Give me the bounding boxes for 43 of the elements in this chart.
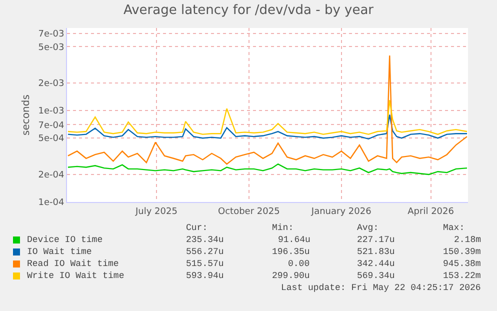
- x-tick-label: January 2026: [310, 206, 372, 217]
- text: 153.22m: [443, 271, 481, 281]
- y-tick-label: 7e-04: [38, 120, 64, 131]
- text: 2.18m: [454, 235, 482, 245]
- y-tick-label: 2e-04: [38, 170, 64, 181]
- line-series: [67, 100, 468, 135]
- x-tick-label: October 2025: [218, 206, 280, 217]
- text: 150.39m: [443, 247, 481, 257]
- chart-title: Average latency for /dev/vda - by year: [123, 3, 374, 18]
- x-tick-label: April 2026: [408, 206, 454, 217]
- text: 91.64u: [278, 235, 310, 245]
- legend-label: Device IO time: [27, 235, 103, 245]
- line-series: [67, 114, 468, 140]
- text: 521.83u: [357, 247, 395, 257]
- line-series: [67, 163, 468, 176]
- legend-label: Write IO Wait time: [27, 271, 124, 281]
- y-tick-label: 1e-04: [38, 198, 64, 208]
- text: Last update: Fri May 22 04:25:17 2026: [281, 283, 481, 293]
- text: 342.44u: [357, 259, 395, 269]
- x-tick-label: July 2025: [134, 206, 178, 217]
- y-tick-label: 2e-03: [38, 79, 64, 90]
- text: 227.17u: [357, 235, 395, 245]
- legend-label: IO Wait time: [27, 247, 92, 257]
- y-tick-label: 1e-03: [38, 106, 64, 117]
- text: Avg:: [357, 223, 379, 233]
- text: 569.34u: [357, 271, 395, 281]
- text: Cur:: [186, 223, 208, 233]
- text: 235.34u: [186, 235, 224, 245]
- text: 945.38m: [443, 259, 481, 269]
- legend-label: Read IO Wait time: [27, 259, 119, 269]
- text: Min:: [272, 223, 294, 233]
- y-axis-title: seconds: [21, 94, 32, 136]
- text: 515.57u: [186, 259, 224, 269]
- text: 299.90u: [272, 271, 310, 281]
- text: 0.00: [288, 259, 310, 269]
- text: 196.35u: [272, 247, 310, 257]
- y-tick-label: 7e-03: [38, 29, 64, 40]
- line-series: [67, 54, 468, 165]
- text: Max:: [443, 223, 465, 233]
- y-tick-label: 5e-04: [38, 134, 64, 144]
- y-tick-label: 5e-03: [38, 42, 64, 53]
- text: 593.94u: [186, 271, 224, 281]
- text: 556.27u: [186, 247, 224, 257]
